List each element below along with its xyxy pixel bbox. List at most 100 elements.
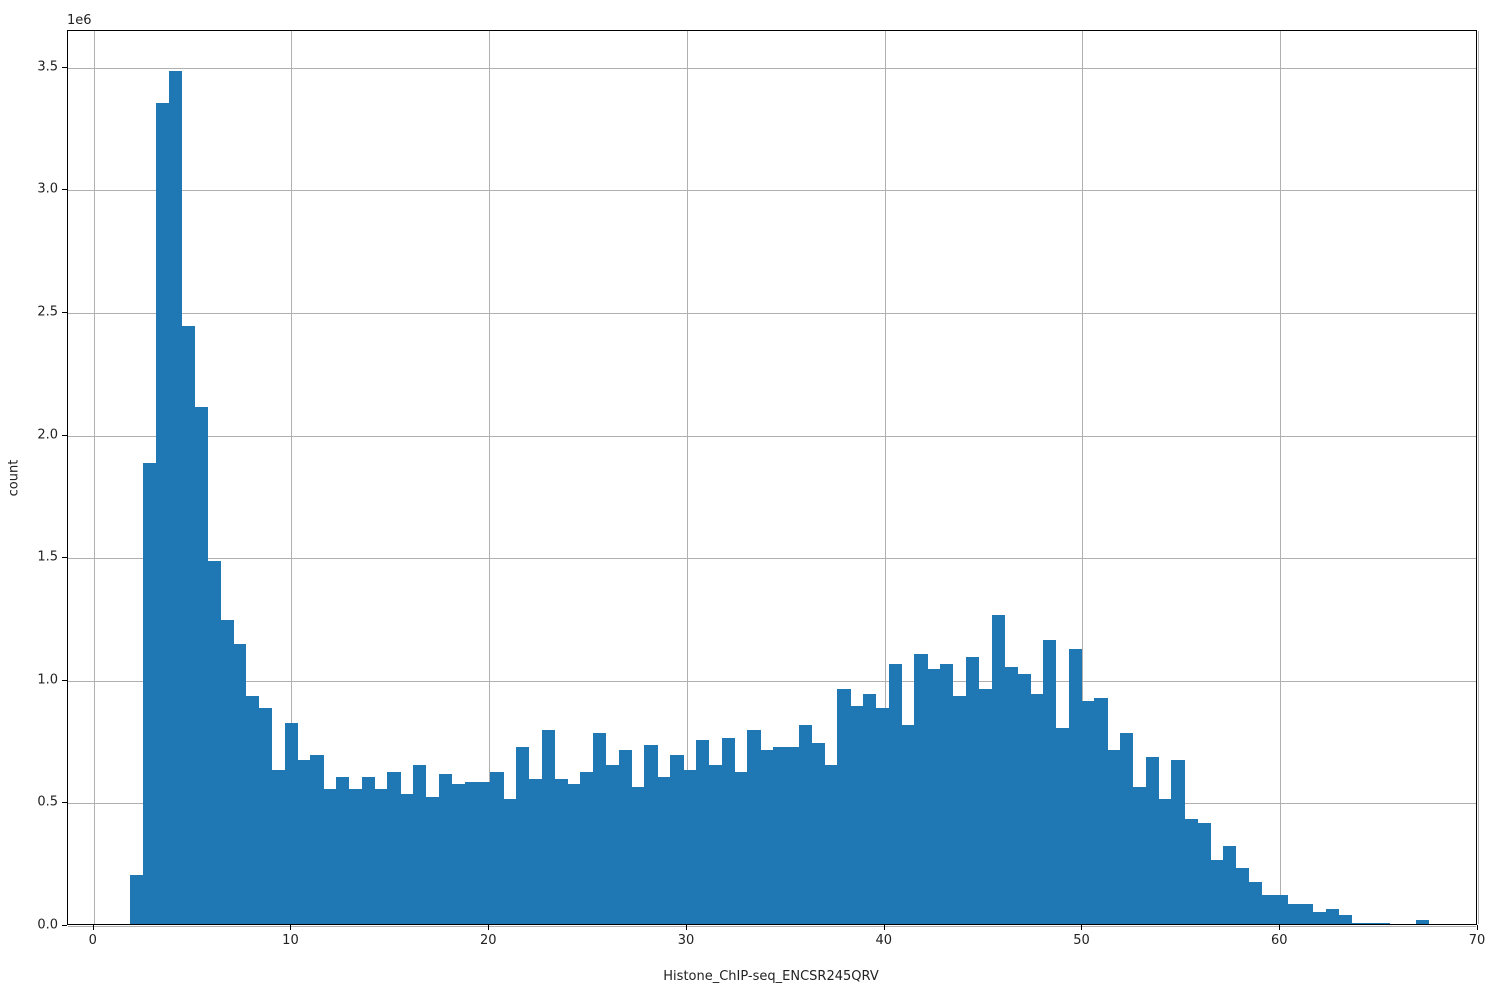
histogram-bar [451, 784, 465, 924]
grid-line-vertical [884, 31, 886, 924]
histogram-bar [233, 644, 247, 924]
histogram-bar [477, 781, 491, 924]
histogram-bar [593, 732, 607, 924]
x-tick-label: 30 [677, 933, 695, 948]
histogram-bar [335, 776, 350, 924]
histogram-bar [580, 771, 594, 924]
histogram-bar [207, 561, 221, 924]
histogram-bar [888, 664, 903, 924]
histogram-bar [464, 781, 478, 924]
x-tick-label: 40 [875, 933, 892, 948]
histogram-bar [991, 615, 1005, 924]
grid-line-horizontal [68, 67, 1476, 69]
histogram-bar [413, 764, 427, 924]
x-tick-label: 60 [1270, 933, 1288, 948]
histogram-bar [1312, 911, 1327, 924]
histogram-bar [1261, 894, 1275, 924]
histogram-bar [773, 747, 787, 924]
histogram-bar [181, 325, 196, 924]
grid-line-horizontal [68, 926, 1476, 927]
plot-area [67, 30, 1479, 927]
histogram-bar [194, 406, 208, 924]
grid-line-vertical [1280, 31, 1282, 924]
histogram-bar [1274, 894, 1288, 924]
y-tick-label: 2.5 [37, 304, 58, 320]
histogram-bar [965, 656, 980, 924]
histogram-bar [541, 730, 555, 924]
grid-line-vertical [291, 31, 293, 924]
histogram-bar [1171, 759, 1185, 924]
histogram-bar [734, 771, 748, 924]
histogram-bar [284, 722, 298, 924]
histogram-bar [683, 769, 697, 924]
grid-line-vertical [93, 31, 95, 924]
histogram-bar [1158, 798, 1172, 924]
histogram-bar [1081, 700, 1095, 924]
histogram-bar [657, 776, 671, 924]
histogram-bar [901, 725, 915, 924]
histogram-bar [1248, 882, 1262, 924]
y-tick [62, 802, 67, 804]
y-tick [62, 557, 67, 559]
x-tick [488, 925, 490, 930]
histogram-bar [503, 798, 517, 924]
histogram-bar [438, 774, 453, 924]
y-tick-label: 0.0 [37, 917, 58, 933]
y-tick [62, 925, 67, 926]
histogram-bar [927, 669, 941, 924]
histogram-bar [631, 786, 645, 924]
x-tick [883, 925, 885, 930]
histogram-bar [1377, 922, 1391, 924]
histogram-bar [1042, 639, 1057, 924]
histogram-bar [695, 740, 710, 924]
x-tick-label: 50 [1073, 933, 1090, 948]
x-tick [1279, 925, 1281, 930]
histogram-bar [1351, 922, 1365, 924]
histogram-bar [387, 771, 401, 924]
histogram-bar [978, 688, 992, 924]
histogram-bar [1120, 732, 1134, 924]
histogram-bar [862, 693, 877, 924]
grid-line-horizontal [68, 312, 1476, 314]
x-axis-title: Histone_ChIP-seq_ENCSR245QRV [663, 969, 879, 984]
histogram-bar [1325, 909, 1340, 924]
histogram-bar [1107, 749, 1121, 924]
y-tick-label: 3.5 [37, 59, 58, 75]
histogram-bar [1287, 904, 1301, 924]
histogram-bar [297, 759, 311, 924]
histogram-bar [644, 745, 658, 924]
x-tick [1081, 925, 1083, 930]
histogram-bar [837, 688, 851, 924]
histogram-bar [400, 794, 414, 924]
histogram-bar [1004, 666, 1018, 924]
grid-line-horizontal [68, 190, 1476, 192]
histogram-bar [1235, 867, 1250, 924]
x-tick [685, 925, 687, 930]
histogram-bar [348, 789, 363, 924]
histogram-bar [1184, 818, 1198, 924]
grid-line-horizontal [68, 680, 1476, 682]
y-tick [62, 66, 67, 68]
histogram-bar [567, 784, 581, 924]
histogram-bar [1055, 727, 1070, 924]
histogram-bar [245, 695, 260, 924]
histogram-bar [1132, 786, 1147, 924]
histogram-bar [220, 619, 234, 924]
y-tick-label: 1.0 [37, 672, 58, 688]
histogram-bar [1017, 673, 1031, 924]
histogram-bar [721, 737, 735, 924]
x-tick [92, 925, 94, 930]
histogram-bar [1338, 915, 1352, 924]
y-tick [62, 189, 67, 191]
histogram-bar [528, 779, 543, 924]
y-tick-label: 1.5 [37, 549, 58, 565]
histogram-bar [747, 730, 761, 924]
histogram-bar [798, 725, 813, 924]
x-tick-label: 20 [479, 933, 497, 948]
histogram-bar [1364, 922, 1378, 924]
histogram-bar [490, 771, 504, 924]
histogram-bar [143, 463, 157, 924]
histogram-bar [361, 776, 375, 924]
histogram-bar [1145, 757, 1160, 924]
histogram-bar [1415, 920, 1430, 924]
